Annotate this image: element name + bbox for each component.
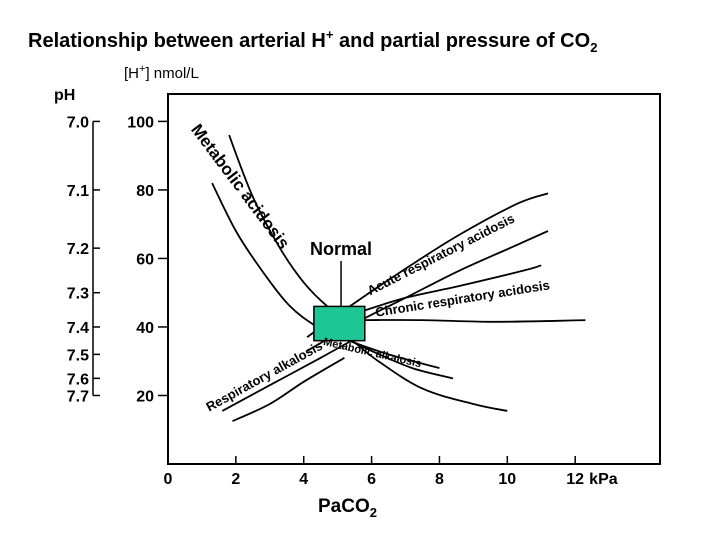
x-axis-label: PaCO2 — [318, 496, 377, 520]
x-tick-label-3: 6 — [367, 471, 376, 488]
metabolic-acidosis-lower-curve — [211, 182, 440, 369]
y-tick-label-3: 80 — [136, 183, 154, 200]
metabolic-acidosis-upper-curve — [228, 134, 349, 321]
normal-box — [313, 305, 366, 342]
x-tick-label-6: 12 — [566, 471, 584, 488]
ph-tick-label-7: 7.7 — [67, 388, 89, 405]
ph-axis-label: pH — [54, 87, 75, 104]
ph-tick-label-4: 7.4 — [67, 320, 89, 337]
ph-axis-ticks: 7.0 7.1 7.2 7.3 7.4 7.5 7.67.7 — [67, 114, 100, 405]
x-tick-label-5: 10 — [498, 471, 516, 488]
chronic-respiratory-acidosis-lower-curve — [364, 319, 586, 323]
chronic-respiratory-acidosis-upper-curve — [361, 264, 542, 313]
y-tick-label-0: 20 — [136, 388, 154, 405]
y-axis-label: [H+] nmol/L — [124, 63, 199, 82]
y-axis-ticks: 20 40 60 80 100 — [127, 114, 168, 405]
x-axis-unit: kPa — [589, 471, 618, 488]
respiratory-alkalosis-lower-curve — [232, 357, 345, 423]
y-tick-label-1: 40 — [136, 320, 154, 337]
ph-tick-label-6: 7.6 — [67, 371, 89, 388]
chart-title: Relationship between arterial H+ and par… — [28, 27, 597, 55]
ph-tick-label-0: 7.0 — [67, 114, 89, 131]
region-label-metabolic-acidosis: Metabolic acidosis — [187, 121, 293, 253]
region-label-respiratory-alkalosis: Respiratory alkalosis — [203, 338, 325, 415]
acute-respiratory-acidosis-upper-curve — [306, 192, 549, 338]
ph-tick-label-3: 7.3 — [67, 286, 89, 303]
y-tick-label-2: 60 — [136, 251, 154, 268]
x-tick-label-2: 4 — [299, 471, 308, 488]
normal-label: Normal — [310, 239, 372, 259]
ph-tick-label-2: 7.2 — [67, 241, 89, 258]
region-label-metabolic-alkalosis: Metabolic alkalosis — [322, 336, 422, 370]
x-tick-label-1: 2 — [231, 471, 240, 488]
x-axis-ticks: 0 2 4 6 8 10 12 — [164, 456, 584, 488]
y-tick-label-4: 100 — [127, 114, 154, 131]
respiratory-alkalosis-upper-curve — [221, 338, 356, 412]
x-tick-label-0: 0 — [164, 471, 173, 488]
ph-tick-label-5: 7.5 — [67, 347, 89, 364]
metabolic-alkalosis-lower-curve — [354, 341, 508, 412]
plot-frame — [167, 93, 661, 465]
ph-tick-label-1: 7.1 — [67, 183, 89, 200]
x-tick-label-4: 8 — [435, 471, 444, 488]
